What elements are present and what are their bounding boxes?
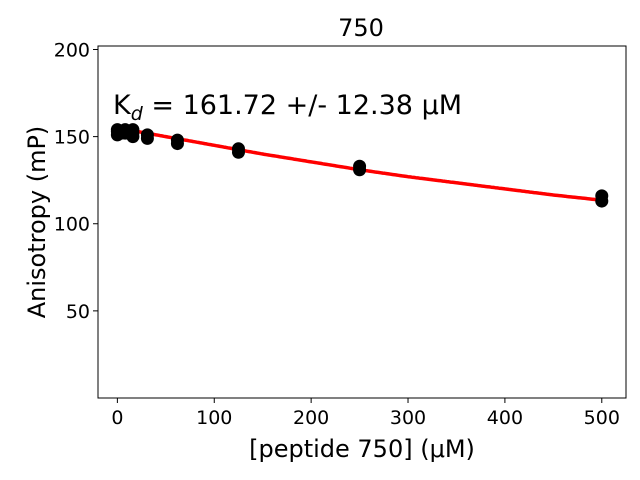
kd-symbol: K: [113, 90, 132, 121]
data-points: [110, 123, 609, 208]
x-axis-ticks: 0 100 200 300 400 500: [111, 398, 620, 429]
data-point: [170, 133, 184, 147]
y-axis-ticks: 50 100 150 200: [54, 39, 98, 323]
data-point: [140, 128, 154, 142]
data-point: [126, 123, 140, 137]
y-axis-label: Anisotropy (mP): [23, 126, 51, 319]
plot-frame: [97, 45, 627, 399]
x-tick-label: 200: [293, 407, 329, 429]
x-tick-label: 500: [584, 407, 620, 429]
x-tick-label: 0: [111, 407, 123, 429]
x-axis-label: [peptide 750] (μM): [249, 435, 475, 463]
x-tick-label: 100: [196, 407, 232, 429]
kd-subscript: d: [131, 103, 144, 125]
data-point: [595, 189, 609, 203]
x-tick-label: 400: [487, 407, 523, 429]
data-point: [231, 142, 245, 156]
y-tick-label: 100: [54, 214, 90, 236]
chart-title: 750: [338, 14, 384, 42]
y-tick-label: 200: [54, 39, 90, 61]
y-tick-label: 50: [66, 301, 90, 323]
x-tick-label: 300: [390, 407, 426, 429]
y-tick-label: 150: [54, 127, 90, 149]
kd-value: = 161.72 +/- 12.38: [143, 90, 422, 121]
kd-annotation: Kd = 161.72 +/- 12.38 μM: [113, 90, 462, 125]
kd-unit: μM: [422, 90, 462, 121]
data-point: [353, 159, 367, 173]
